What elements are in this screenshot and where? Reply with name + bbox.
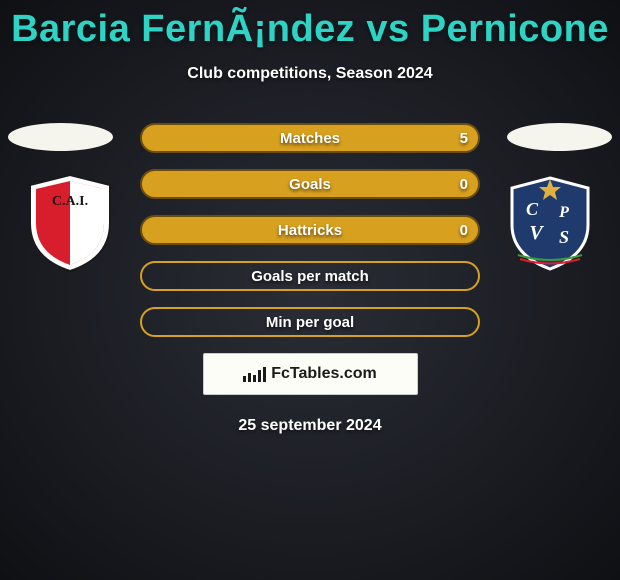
- stat-value: 0: [460, 222, 468, 239]
- stat-label: Matches: [280, 130, 340, 147]
- svg-text:V: V: [529, 222, 544, 244]
- stat-value: 0: [460, 176, 468, 193]
- svg-text:C: C: [526, 199, 539, 219]
- svg-text:S: S: [559, 227, 569, 247]
- club-badge-left: C.A.I.: [20, 173, 120, 273]
- comparison-title: Barcia FernÃ¡ndez vs Pernicone: [0, 0, 620, 51]
- stat-label: Hattricks: [278, 222, 342, 239]
- site-logo-box: FcTables.com: [203, 353, 418, 395]
- stat-row-goals: Goals 0: [140, 169, 480, 199]
- bar-chart-icon: [243, 367, 266, 382]
- stat-row-matches: Matches 5: [140, 123, 480, 153]
- svg-text:P: P: [558, 204, 569, 221]
- comparison-body: C.A.I. C P V S Matches 5 Goals 0 Hattric…: [0, 123, 620, 435]
- shield-icon: C P V S: [500, 173, 600, 273]
- stat-label: Goals per match: [251, 268, 369, 285]
- shield-icon: C.A.I.: [20, 173, 120, 273]
- player-right-oval: [507, 123, 612, 151]
- stat-label: Goals: [289, 176, 331, 193]
- svg-text:C.A.I.: C.A.I.: [52, 194, 88, 209]
- player-left-oval: [8, 123, 113, 151]
- site-logo-text: FcTables.com: [271, 365, 377, 383]
- comparison-date: 25 september 2024: [0, 417, 620, 435]
- club-badge-right: C P V S: [500, 173, 600, 273]
- stat-row-min-per-goal: Min per goal: [140, 307, 480, 337]
- stat-label: Min per goal: [266, 314, 354, 331]
- stats-bars: Matches 5 Goals 0 Hattricks 0 Goals per …: [140, 123, 480, 337]
- stat-row-hattricks: Hattricks 0: [140, 215, 480, 245]
- stat-row-goals-per-match: Goals per match: [140, 261, 480, 291]
- comparison-subtitle: Club competitions, Season 2024: [0, 65, 620, 83]
- stat-value: 5: [460, 130, 468, 147]
